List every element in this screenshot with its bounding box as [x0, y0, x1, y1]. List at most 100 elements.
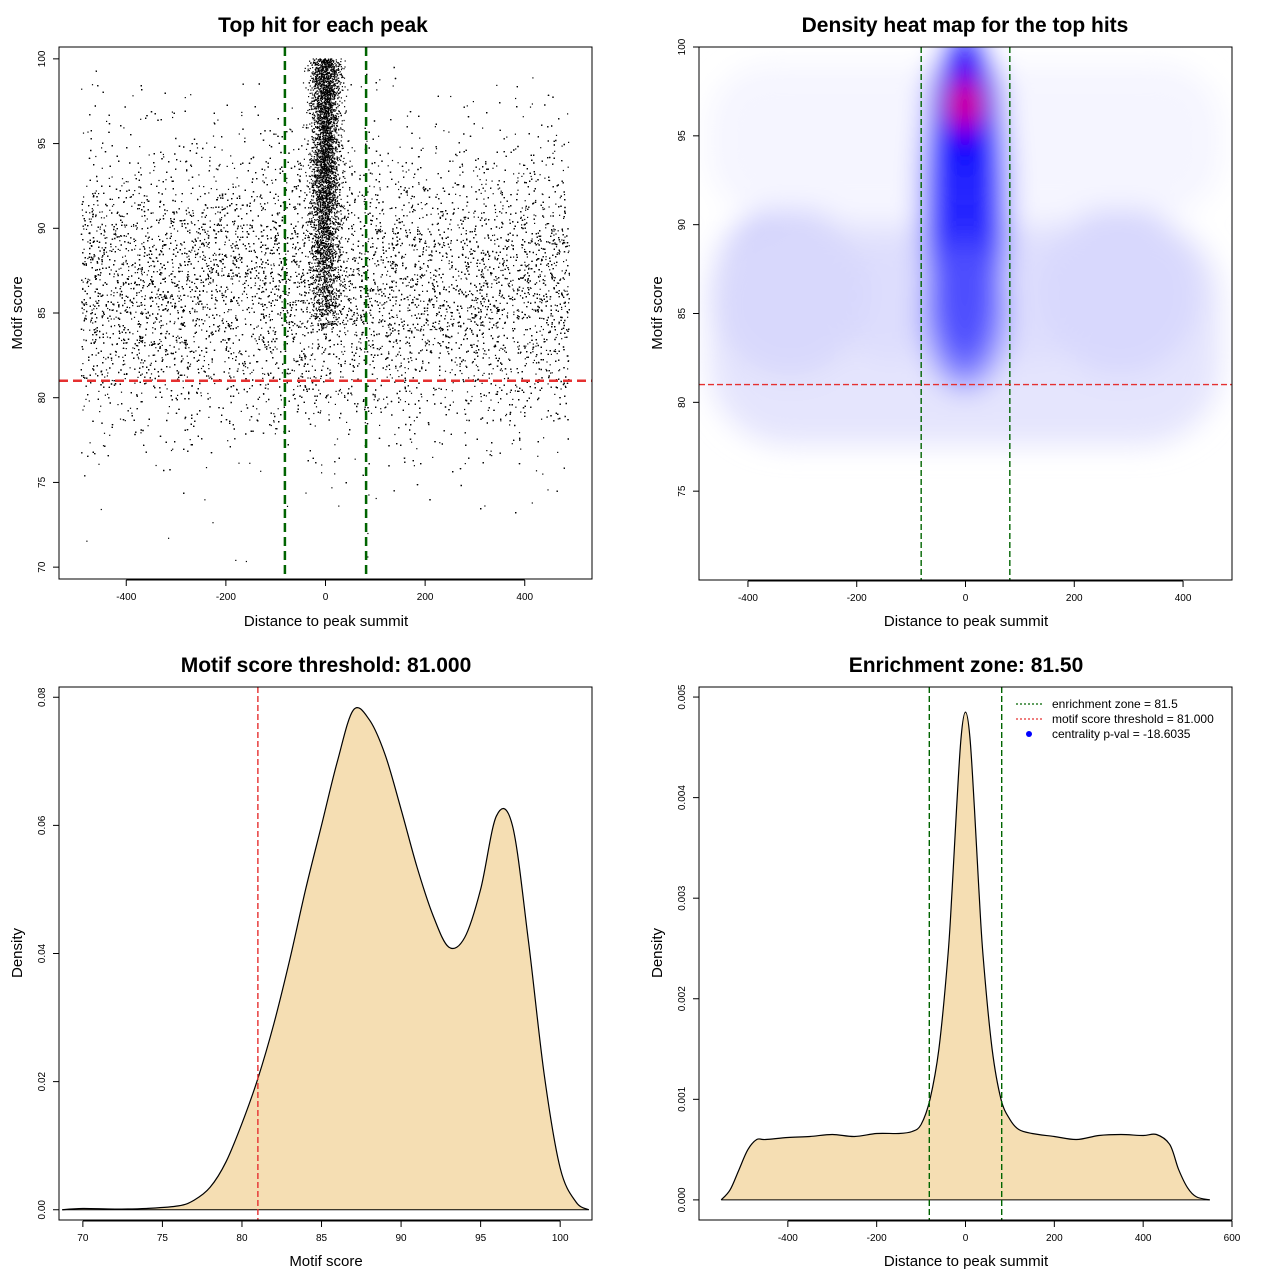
scatter-point [277, 295, 279, 297]
scatter-point [224, 291, 226, 293]
scatter-point [271, 179, 273, 181]
scatter-point [545, 301, 547, 303]
scatter-point [541, 418, 543, 420]
scatter-point [334, 190, 336, 192]
scatter-point [187, 271, 189, 273]
scatter-point [101, 167, 103, 169]
scatter-point [233, 275, 235, 277]
scatter-point [425, 179, 428, 181]
scatter-point [172, 262, 174, 264]
scatter-point [135, 239, 137, 242]
scatter-point [146, 285, 149, 288]
scatter-point [344, 395, 346, 397]
scatter-point [401, 209, 403, 211]
scatter-point [541, 317, 543, 319]
scatter-point [81, 209, 83, 211]
scatter-point [299, 342, 301, 344]
scatter-point [439, 216, 441, 218]
scatter-point [140, 432, 142, 434]
scatter-point [495, 323, 497, 325]
scatter-point [518, 310, 520, 312]
scatter-point [175, 211, 178, 213]
scatter-point [446, 311, 448, 313]
scatter-point [482, 249, 484, 252]
scatter-point [322, 365, 324, 367]
scatter-point [458, 227, 460, 229]
scatter-point [188, 275, 190, 278]
scatter-point [335, 277, 338, 279]
scatter-point [285, 316, 288, 318]
scatter-point [226, 320, 228, 323]
scatter-point [554, 243, 556, 245]
scatter-point [215, 168, 217, 170]
scatter-point [467, 294, 469, 296]
scatter-point [309, 317, 311, 320]
scatter-point [514, 133, 516, 135]
scatter-point [156, 271, 158, 273]
scatter-point [202, 212, 204, 214]
scatter-point [149, 296, 151, 299]
scatter-point [287, 278, 289, 280]
scatter-point [379, 187, 381, 189]
scatter-point [196, 311, 198, 313]
scatter-point [210, 188, 212, 190]
scatter-point [224, 214, 226, 216]
scatter-point [95, 155, 97, 158]
scatter-point [252, 369, 255, 371]
scatter-point [392, 249, 394, 251]
scatter-point [298, 265, 300, 267]
scatter-point [552, 243, 554, 245]
scatter-point [321, 346, 323, 349]
scatter-point [394, 223, 396, 225]
scatter-point [95, 328, 97, 330]
scatter-point [361, 253, 363, 255]
scatter-point [254, 338, 256, 340]
scatter-point [418, 230, 420, 232]
scatter-point [468, 377, 470, 379]
scatter-point [444, 315, 447, 317]
scatter-point [260, 298, 262, 300]
scatter-point [555, 351, 557, 353]
scatter-point [141, 311, 143, 313]
scatter-point [293, 358, 295, 360]
scatter-point [526, 329, 528, 331]
scatter-point [409, 211, 411, 213]
scatter-point [441, 259, 443, 261]
scatter-point [82, 363, 84, 365]
scatter-point [192, 215, 195, 217]
scatter-point [504, 245, 506, 247]
scatter-point [192, 320, 194, 322]
scatter-point [169, 344, 171, 347]
scatter-point [413, 465, 415, 467]
scatter-point [146, 195, 148, 197]
scatter-point [83, 228, 85, 230]
scatter-point [355, 298, 357, 300]
scatter-point [496, 165, 498, 167]
scatter-point [405, 342, 407, 345]
scatter-point [555, 264, 557, 267]
scatter-point [406, 194, 408, 196]
scatter-point [125, 295, 127, 297]
scatter-point [341, 228, 343, 230]
scatter-point [160, 327, 162, 329]
scatter-point [92, 257, 94, 260]
scatter-point [558, 323, 560, 325]
scatter-point [540, 247, 543, 249]
scatter-point [299, 293, 301, 295]
scatter-point [427, 266, 429, 268]
scatter-point [414, 274, 416, 276]
scatter-point [539, 280, 541, 282]
scatter-point [146, 218, 148, 220]
scatter-point [326, 246, 329, 248]
scatter-point [311, 365, 313, 367]
scatter-point [238, 280, 240, 282]
scatter-point [394, 296, 396, 298]
scatter-point [386, 274, 388, 276]
scatter-point [271, 352, 273, 354]
scatter-point [179, 160, 182, 162]
scatter-point [269, 144, 271, 146]
scatter-point [318, 389, 320, 391]
scatter-point [417, 329, 419, 331]
scatter-point [95, 347, 98, 350]
scatter-point [138, 352, 140, 354]
